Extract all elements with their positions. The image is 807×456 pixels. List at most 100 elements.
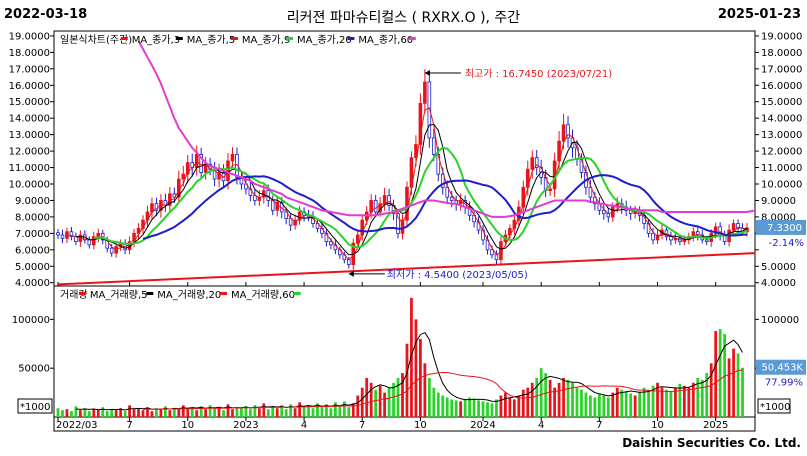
volume-bar [427,377,431,417]
volume-bar [78,410,82,417]
legend-label: MA_종가,5 [187,34,235,46]
candle-body [548,188,552,191]
candle-body [347,259,351,266]
candle-body [230,153,235,162]
volume-bar [530,382,534,417]
volume-bar [669,391,673,417]
y-tick-label-right: 10.0000 [761,180,802,191]
volume-bar [235,407,239,417]
x-tick-label: 10 [181,420,194,431]
volume-bar [392,382,395,417]
volume-bar [553,387,557,417]
volume-bar [481,401,485,417]
y-tick-label-right: 5.0000 [761,262,796,273]
volume-bar [387,387,391,417]
volume-bar [159,409,163,417]
volume-bar [718,329,722,417]
unit-label-right: *1000 [760,402,790,413]
volume-bar [123,411,127,417]
volume-bar [656,382,659,417]
volume-bar [311,408,315,417]
volume-bar [383,392,386,417]
vol-legend-swatch [146,292,154,295]
volume-bar [468,397,471,417]
volume-bar [320,407,324,417]
volume-bar [226,404,230,417]
y-tick-label-right: 16.0000 [761,81,802,92]
volume-bar [615,387,619,417]
candle-body [440,173,445,188]
candle-body [521,186,526,208]
last-price-value: 7.3300 [767,223,802,234]
volume-bar [548,379,552,417]
volume-bar [289,404,293,417]
volume-bar [132,409,136,417]
y-tick-label-right: 4.0000 [761,278,796,289]
volume-bar [356,395,360,417]
x-tick-label: 2022/03 [56,420,98,431]
candle-body [557,140,561,162]
price-panel-frame [53,30,756,287]
candle-body [731,223,736,231]
candle-body [324,232,329,242]
volume-bar [146,407,149,417]
start-date: 2022-03-18 [4,7,88,22]
volume-bar [405,343,409,417]
volume-bar [441,395,445,417]
y-tick-label: 8.0000 [15,212,50,223]
x-tick-label: 7 [126,420,132,431]
ma60-line [137,40,757,218]
y-tick-label: 19.0000 [9,31,50,42]
volume-bar [351,403,355,417]
volume-bar [217,407,221,417]
volume-bar [338,406,342,417]
candle-body [56,232,60,236]
volume-bar [490,403,494,417]
candle-body [382,195,387,205]
volume-bar [307,405,310,417]
volume-bar [396,377,400,417]
unit-box-left [17,398,53,414]
unit-label-left: *1000 [20,402,50,413]
volume-bar [244,406,248,417]
volume-bar [472,398,476,417]
volume-bar [741,367,744,417]
volume-bar [253,405,257,417]
volume-bar [74,406,78,417]
volume-bar [401,373,404,417]
volume-bar [566,379,570,417]
volume-bar [365,377,369,417]
volume-bar [105,411,109,417]
volume-bar [611,392,615,417]
volume-bar [727,358,731,417]
high-annotation: 최고가 : 16.7450 (2023/07/21) [465,68,612,80]
volume-bar [360,387,364,417]
y-tick-label: 10.0000 [9,180,50,191]
candle-body [418,102,423,145]
vol-legend-label: MA_거래량,20 [157,289,221,301]
y-tick-label: 15.0000 [9,97,50,108]
volume-bar [87,411,91,417]
candle-body [414,144,418,159]
volume-bar [584,392,588,417]
volume-bar [723,333,727,417]
volume-bar [495,399,498,417]
y-tick-label: 11.0000 [9,163,50,174]
volume-bar [374,389,378,417]
volume-bar [544,373,548,417]
volume-bar [687,387,691,417]
y-tick-label: 17.0000 [9,64,50,75]
candle-body [329,241,333,246]
volume-bar [65,409,69,417]
volume-bar [96,410,100,417]
candle-body [423,81,427,104]
volume-bar [280,405,284,417]
vol-tick-label: 50000 [18,364,50,375]
candle-body [360,219,365,236]
volume-bar [177,409,181,417]
vol-ma5-line [75,331,743,411]
y-tick-label-right: 12.0000 [761,147,802,158]
volume-bar [302,407,306,417]
volume-bar [454,400,458,417]
volume-bar [114,410,118,417]
